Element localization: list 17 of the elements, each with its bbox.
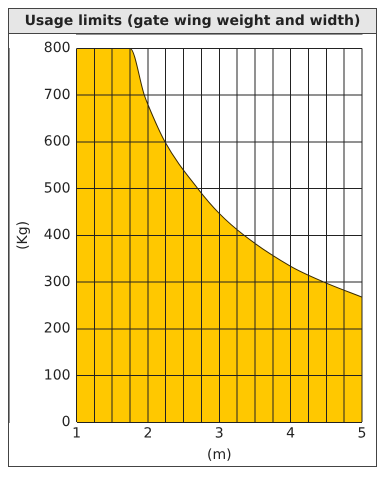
y-axis-title: (Kg) [15, 220, 32, 250]
y-tick-label: 100 [44, 367, 71, 384]
y-tick-label: 300 [44, 274, 71, 290]
chart-title: Usage limits (gate wing weight and width) [9, 9, 376, 34]
y-tick-label: 800 [44, 40, 71, 56]
x-tick-label: 2 [143, 425, 152, 442]
x-tick-label: 5 [358, 425, 366, 442]
y-tick-label: 0 [62, 414, 71, 430]
y-tick-label: 700 [44, 86, 71, 103]
y-tick-label: 500 [44, 180, 71, 196]
y-tick-label: 600 [44, 134, 71, 150]
x-axis-title: (m) [206, 447, 232, 464]
y-tick-label: 200 [44, 320, 71, 337]
y-tick-label: 400 [44, 227, 71, 244]
x-tick-label: 1 [72, 425, 81, 442]
x-tick-label: 4 [286, 425, 296, 442]
x-tick-label: 3 [214, 425, 224, 442]
